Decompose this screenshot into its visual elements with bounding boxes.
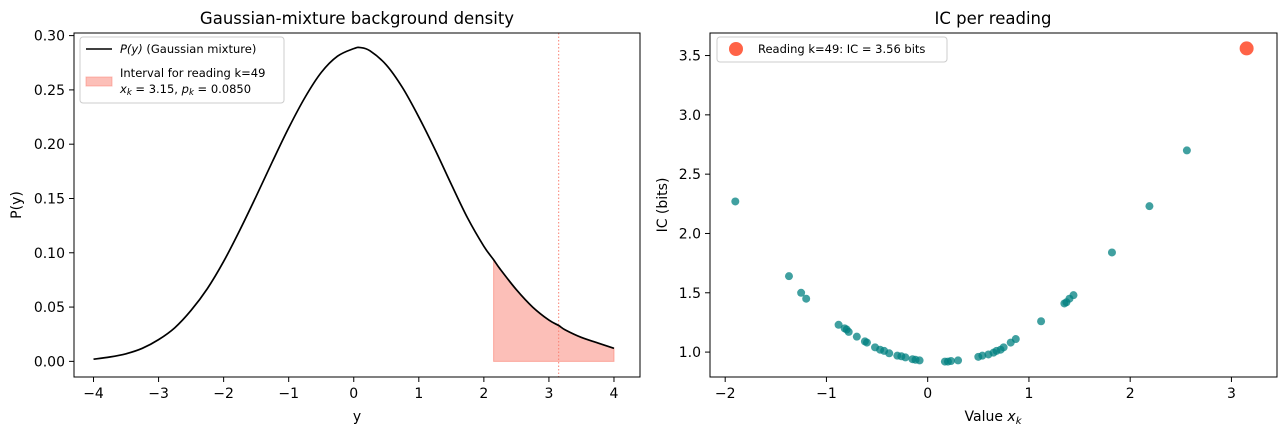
ic-chart: IC per reading −2 −1 0 1 2 3 1.0 1.5 2.0 2.5 3.0 3… bbox=[655, 9, 1278, 427]
ic-point bbox=[954, 356, 963, 365]
ic-point bbox=[1145, 202, 1154, 211]
ic-y-tick-label: 1.0 bbox=[679, 345, 701, 361]
ic-y-tick-label: 2.0 bbox=[679, 226, 701, 242]
legend-interval-tail: = 0.0850 bbox=[194, 82, 251, 96]
ic-y-tick-label: 3.0 bbox=[679, 108, 701, 124]
ic-plot-frame bbox=[709, 32, 1278, 378]
ic-y-ticks: 1.0 1.5 2.0 2.5 3.0 3.5 bbox=[679, 49, 710, 361]
density-x-tick-label: 1 bbox=[414, 386, 423, 402]
ic-y-tick-label: 2.5 bbox=[679, 167, 701, 183]
ic-x-tick-label: −2 bbox=[715, 386, 736, 402]
ic-y-tick-label: 1.5 bbox=[679, 286, 701, 302]
density-x-tick-label: −3 bbox=[148, 386, 169, 402]
ic-point bbox=[784, 272, 793, 281]
ic-legend-marker bbox=[729, 42, 743, 56]
ic-point bbox=[731, 197, 740, 206]
density-curve bbox=[93, 46, 615, 361]
ic-plot-area bbox=[731, 41, 1254, 366]
legend-interval-mid: = 3.15, bbox=[132, 82, 182, 96]
density-y-ticks: 0.00 0.05 0.10 0.15 0.20 0.25 0.30 bbox=[34, 29, 74, 370]
density-legend-interval-label-2: xk = 3.15, pk = 0.0850 bbox=[119, 82, 251, 98]
ic-point bbox=[802, 294, 811, 303]
ic-x-ticks: −2 −1 0 1 2 3 bbox=[715, 377, 1236, 402]
ic-point bbox=[797, 288, 806, 297]
ic-x-tick-label: −1 bbox=[816, 386, 837, 402]
density-chart-title: Gaussian-mixture background density bbox=[200, 9, 514, 28]
density-y-tick-label: 0.25 bbox=[34, 83, 65, 99]
ic-point bbox=[978, 351, 987, 360]
density-y-tick-label: 0.10 bbox=[34, 246, 65, 262]
density-x-tick-label: 3 bbox=[544, 386, 553, 402]
legend-curve-rest: (Gaussian mixture) bbox=[143, 42, 257, 56]
density-x-ticks: −4 −3 −2 −1 0 1 2 3 4 bbox=[83, 377, 619, 402]
ic-point bbox=[901, 353, 910, 362]
ic-point bbox=[852, 332, 861, 341]
density-legend-box bbox=[79, 36, 285, 104]
legend-interval-x: x bbox=[119, 82, 127, 96]
density-x-tick-label: 0 bbox=[349, 386, 358, 402]
density-x-tick-label: 2 bbox=[479, 386, 488, 402]
density-legend-curve-label: P(y) (Gaussian mixture) bbox=[120, 42, 256, 56]
ic-chart-title: IC per reading bbox=[935, 9, 1052, 28]
density-plot-frame bbox=[73, 32, 641, 378]
legend-interval-sub1: k bbox=[127, 88, 133, 98]
ic-x-tick-label: 2 bbox=[1126, 386, 1135, 402]
density-chart: Gaussian-mixture background density −4 −3… bbox=[9, 9, 641, 425]
ic-point bbox=[1182, 146, 1191, 155]
ic-point bbox=[946, 356, 955, 365]
density-y-tick-label: 0.20 bbox=[34, 137, 65, 153]
ic-legend-box bbox=[716, 36, 948, 63]
ic-point bbox=[885, 349, 894, 358]
density-x-axis-label: y bbox=[353, 409, 361, 425]
ic-point bbox=[862, 338, 871, 347]
legend-interval-p: p bbox=[181, 82, 189, 96]
ic-point bbox=[844, 327, 853, 336]
ic-legend-label: Reading k=49: IC = 3.56 bits bbox=[758, 42, 925, 56]
density-x-tick-label: −4 bbox=[83, 386, 104, 402]
interval-fill bbox=[493, 258, 615, 362]
ic-point bbox=[1037, 317, 1046, 326]
ic-x-label-math: x bbox=[1006, 409, 1016, 425]
density-plot-area bbox=[93, 33, 615, 377]
legend-interval-sub2: k bbox=[189, 88, 195, 98]
ic-x-axis-label: Value xk bbox=[965, 409, 1023, 427]
density-x-tick-label: 4 bbox=[610, 386, 619, 402]
density-legend: P(y) (Gaussian mixture) Interval for rea… bbox=[79, 36, 285, 104]
ic-point bbox=[915, 356, 924, 365]
ic-point bbox=[1069, 291, 1078, 300]
density-y-axis-label: P(y) bbox=[9, 191, 25, 219]
density-x-tick-label: −2 bbox=[213, 386, 234, 402]
ic-point bbox=[1011, 335, 1020, 344]
ic-point bbox=[1107, 248, 1116, 257]
ic-y-axis-label: IC (bits) bbox=[655, 178, 671, 233]
ic-x-tick-label: 3 bbox=[1227, 386, 1236, 402]
density-y-tick-label: 0.15 bbox=[34, 191, 65, 207]
density-y-tick-label: 0.30 bbox=[34, 29, 65, 45]
ic-x-label-sub: k bbox=[1016, 416, 1023, 427]
density-x-tick-label: −1 bbox=[278, 386, 299, 402]
ic-point bbox=[999, 343, 1008, 352]
legend-curve-math: P(y) bbox=[120, 42, 143, 56]
ic-legend: Reading k=49: IC = 3.56 bits bbox=[716, 36, 948, 63]
ic-x-tick-label: 1 bbox=[1024, 386, 1033, 402]
ic-highlight-point bbox=[1239, 41, 1254, 56]
ic-x-label-text: Value bbox=[965, 409, 1008, 425]
density-y-tick-label: 0.05 bbox=[34, 300, 65, 316]
density-y-tick-label: 0.00 bbox=[34, 354, 65, 370]
ic-x-tick-label: 0 bbox=[923, 386, 932, 402]
density-legend-interval-swatch bbox=[85, 76, 113, 87]
density-legend-interval-label-1: Interval for reading k=49 bbox=[120, 66, 265, 80]
ic-y-tick-label: 3.5 bbox=[679, 49, 701, 65]
ic-point bbox=[834, 320, 843, 329]
